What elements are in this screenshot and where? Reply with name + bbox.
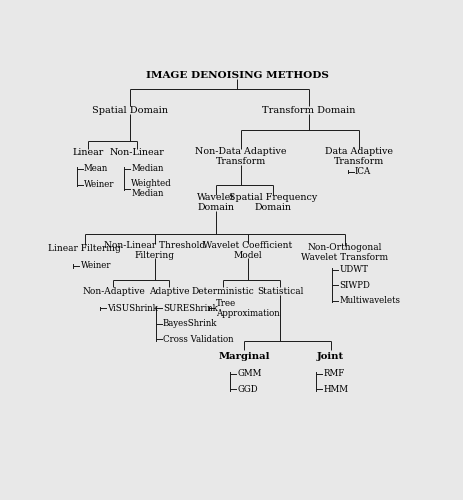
Text: Spatial Frequency
Domain: Spatial Frequency Domain: [229, 192, 317, 212]
Text: HMM: HMM: [323, 384, 348, 394]
Text: Non-Orthogonal
Wavelet Transform: Non-Orthogonal Wavelet Transform: [301, 243, 388, 262]
Text: SIWPD: SIWPD: [339, 280, 370, 289]
Text: Joint: Joint: [317, 352, 344, 361]
Text: Non-Linear: Non-Linear: [109, 148, 164, 157]
Text: Weighted
Median: Weighted Median: [131, 179, 172, 199]
Text: BayesShrink: BayesShrink: [163, 319, 218, 328]
Text: Weiner: Weiner: [84, 180, 114, 189]
Text: GMM: GMM: [238, 370, 262, 378]
Text: Wavelet
Domain: Wavelet Domain: [197, 192, 235, 212]
Text: Non-Linear Threshold
Filtering: Non-Linear Threshold Filtering: [104, 241, 205, 260]
Text: SUREShrink: SUREShrink: [163, 304, 218, 313]
Text: Statistical: Statistical: [257, 286, 304, 296]
Text: Linear: Linear: [73, 148, 104, 157]
Text: Spatial Domain: Spatial Domain: [92, 106, 168, 114]
Text: Mean: Mean: [84, 164, 108, 173]
Text: ViSUShrink: ViSUShrink: [107, 304, 158, 313]
Text: Multiwavelets: Multiwavelets: [339, 296, 400, 305]
Text: Transform Domain: Transform Domain: [263, 106, 356, 114]
Text: Linear Filtering: Linear Filtering: [49, 244, 121, 253]
Text: Non-Adaptive: Non-Adaptive: [82, 286, 145, 296]
Text: GGD: GGD: [238, 384, 258, 394]
Text: Weiner: Weiner: [81, 262, 111, 270]
Text: Median: Median: [131, 164, 164, 173]
Text: UDWT: UDWT: [339, 266, 369, 274]
Text: Deterministic: Deterministic: [192, 286, 254, 296]
Text: Non-Data Adaptive
Transform: Non-Data Adaptive Transform: [195, 146, 287, 166]
Text: Data Adaptive
Transform: Data Adaptive Transform: [325, 146, 393, 166]
Text: Wavelet Coefficient
Model: Wavelet Coefficient Model: [203, 241, 293, 260]
Text: ICA: ICA: [355, 167, 371, 176]
Text: RMF: RMF: [323, 370, 344, 378]
Text: Marginal: Marginal: [219, 352, 270, 361]
Text: Tree
Approximation: Tree Approximation: [216, 298, 279, 318]
Text: Cross Validation: Cross Validation: [163, 334, 233, 344]
Text: IMAGE DENOISING METHODS: IMAGE DENOISING METHODS: [146, 71, 329, 80]
Text: Adaptive: Adaptive: [149, 286, 189, 296]
